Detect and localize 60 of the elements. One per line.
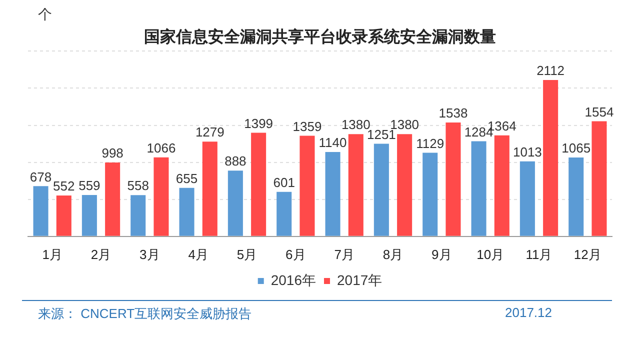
x-tick-label: 1月 (42, 246, 62, 262)
bar (82, 194, 97, 236)
data-label: 1065 (562, 140, 591, 156)
bar (228, 170, 243, 236)
data-label: 601 (273, 174, 295, 190)
bar (543, 80, 558, 236)
bar (300, 136, 315, 236)
bar (520, 161, 535, 236)
data-label: 1013 (512, 144, 542, 160)
data-label: 998 (102, 146, 124, 161)
bar (33, 186, 48, 236)
data-label: 1066 (146, 140, 176, 156)
bar (471, 141, 486, 236)
text: 2017.12 (505, 305, 552, 322)
data-label: 559 (78, 178, 100, 194)
x-tick-label: 2月 (90, 246, 112, 262)
data-label: 888 (224, 154, 246, 169)
chart-title: 国家信息安全漏洞共享平台收录系统安全漏洞数量 (144, 27, 496, 46)
bar (592, 121, 607, 236)
data-label: 1359 (292, 118, 322, 134)
data-label: 1554 (584, 104, 614, 120)
x-tick-label: 11月 (526, 246, 552, 262)
bar (130, 195, 146, 236)
bar (179, 188, 194, 236)
x-tick-label: 12月 (574, 246, 602, 262)
bar (374, 144, 389, 236)
data-label: 552 (53, 178, 75, 194)
data-label: 1140 (318, 135, 347, 150)
data-label: 678 (30, 169, 52, 184)
x-tick-label: 6月 (286, 246, 306, 262)
bar (202, 142, 218, 236)
x-tick-label: 9月 (432, 246, 452, 262)
bar (276, 192, 292, 236)
legend-label: 2017年 (337, 272, 382, 288)
bar (494, 135, 510, 236)
x-tick-label: 4月 (188, 246, 208, 262)
bar (397, 134, 412, 236)
bar (325, 152, 340, 236)
data-label: 1399 (244, 116, 274, 131)
bar (568, 158, 584, 236)
legend-label: 2016年 (270, 272, 316, 288)
bar (251, 132, 266, 236)
data-label: 655 (176, 170, 198, 186)
x-tick-label: 8月 (382, 246, 404, 262)
bar (422, 152, 438, 236)
data-label: 1129 (416, 136, 444, 151)
bar (154, 157, 169, 236)
data-label: 2112 (536, 63, 565, 78)
data-label: 1279 (195, 124, 224, 140)
data-label: 558 (127, 178, 149, 194)
data-label: 1538 (438, 106, 468, 121)
bar (348, 134, 364, 236)
bar (56, 196, 72, 236)
x-tick-label: 3月 (140, 246, 160, 262)
bar (446, 122, 461, 236)
x-tick-label: 5月 (236, 246, 258, 262)
bar (105, 162, 120, 236)
source-note: 来源： CNCERT互联网安全威胁报告 (38, 305, 252, 323)
x-tick-label: 7月 (334, 246, 354, 262)
x-tick-label: 10月 (476, 246, 504, 262)
